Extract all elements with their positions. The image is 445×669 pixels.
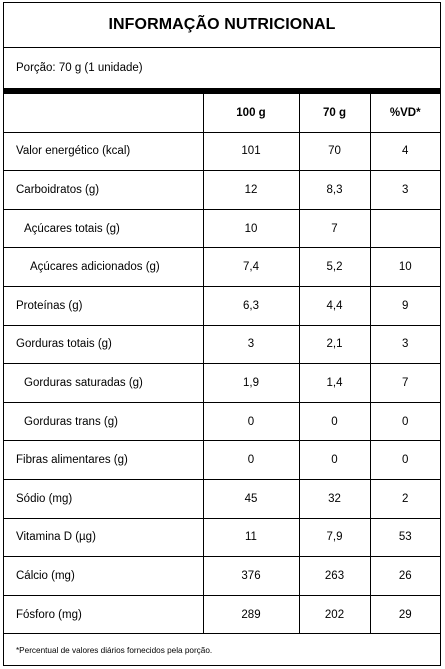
value-70g: 2,1 [298,325,370,365]
table-row: Vitamina D (µg) 11 7,9 53 [4,518,440,558]
value-vd [369,209,440,249]
value-vd: 7 [369,363,440,403]
table-row: Gorduras trans (g) 0 0 0 [4,402,440,442]
table-row: Gorduras totais (g) 3 2,1 3 [4,325,440,365]
value-vd: 9 [369,286,440,326]
table-row: Fósforo (mg) 289 202 29 [4,595,440,635]
panel-title: INFORMAÇÃO NUTRICIONAL [4,3,440,48]
value-70g: 0 [298,402,370,442]
nutrient-label: Gorduras saturadas (g) [4,363,203,403]
table-row: Cálcio (mg) 376 263 26 [4,556,440,596]
nutrient-label: Proteínas (g) [4,286,203,326]
value-70g: 263 [298,556,370,596]
value-100g: 11 [202,518,299,558]
value-70g: 8,3 [298,170,370,210]
value-70g: 1,4 [298,363,370,403]
value-100g: 10 [202,209,299,249]
header-vd: %VD* [369,94,440,133]
table-row: Açúcares adicionados (g) 7,4 5,2 10 [4,247,440,287]
value-vd: 2 [369,479,440,519]
value-vd: 29 [369,595,440,635]
value-100g: 101 [202,132,299,172]
nutrient-label: Carboidratos (g) [4,170,203,210]
value-100g: 0 [202,440,299,480]
table-row: Açúcares totais (g) 10 7 [4,209,440,249]
value-70g: 0 [298,440,370,480]
header-100g: 100 g [202,94,299,133]
value-70g: 7,9 [298,518,370,558]
value-70g: 4,4 [298,286,370,326]
nutrient-label: Cálcio (mg) [4,556,203,596]
value-vd: 26 [369,556,440,596]
value-70g: 70 [298,132,370,172]
value-70g: 7 [298,209,370,249]
value-vd: 10 [369,247,440,287]
nutrient-label: Fósforo (mg) [4,595,203,635]
table-row: Sódio (mg) 45 32 2 [4,479,440,519]
value-100g: 0 [202,402,299,442]
nutrient-label: Sódio (mg) [4,479,203,519]
table-row: Proteínas (g) 6,3 4,4 9 [4,286,440,326]
value-70g: 32 [298,479,370,519]
value-100g: 7,4 [202,247,299,287]
value-100g: 376 [202,556,299,596]
value-100g: 3 [202,325,299,365]
nutrient-label: Açúcares adicionados (g) [4,247,203,287]
nutrition-facts-panel: INFORMAÇÃO NUTRICIONAL Porção: 70 g (1 u… [3,2,441,666]
value-70g: 202 [298,595,370,635]
value-100g: 45 [202,479,299,519]
table-row: Gorduras saturadas (g) 1,9 1,4 7 [4,363,440,403]
footnote: *Percentual de valores diários fornecido… [16,646,213,656]
value-100g: 289 [202,595,299,635]
value-70g: 5,2 [298,247,370,287]
value-vd: 53 [369,518,440,558]
nutrient-label: Fibras alimentares (g) [4,440,203,480]
table-row: Valor energético (kcal) 101 70 4 [4,132,440,172]
nutrient-label: Vitamina D (µg) [4,518,203,558]
value-100g: 1,9 [202,363,299,403]
table-header-row: 100 g 70 g %VD* [4,94,440,133]
header-nutrient [4,94,203,133]
nutrient-label: Gorduras trans (g) [4,402,203,442]
table-row: Carboidratos (g) 12 8,3 3 [4,170,440,210]
value-100g: 12 [202,170,299,210]
portion-size: Porção: 70 g (1 unidade) [4,48,440,94]
value-100g: 6,3 [202,286,299,326]
header-70g: 70 g [298,94,370,133]
nutrition-table: 100 g 70 g %VD* Valor energético (kcal) 1… [4,94,440,635]
nutrient-label: Açúcares totais (g) [4,209,203,249]
value-vd: 3 [369,170,440,210]
value-vd: 3 [369,325,440,365]
value-vd: 4 [369,132,440,172]
table-row: Fibras alimentares (g) 0 0 0 [4,440,440,480]
value-vd: 0 [369,402,440,442]
nutrient-label: Valor energético (kcal) [4,132,203,172]
nutrient-label: Gorduras totais (g) [4,325,203,365]
value-vd: 0 [369,440,440,480]
